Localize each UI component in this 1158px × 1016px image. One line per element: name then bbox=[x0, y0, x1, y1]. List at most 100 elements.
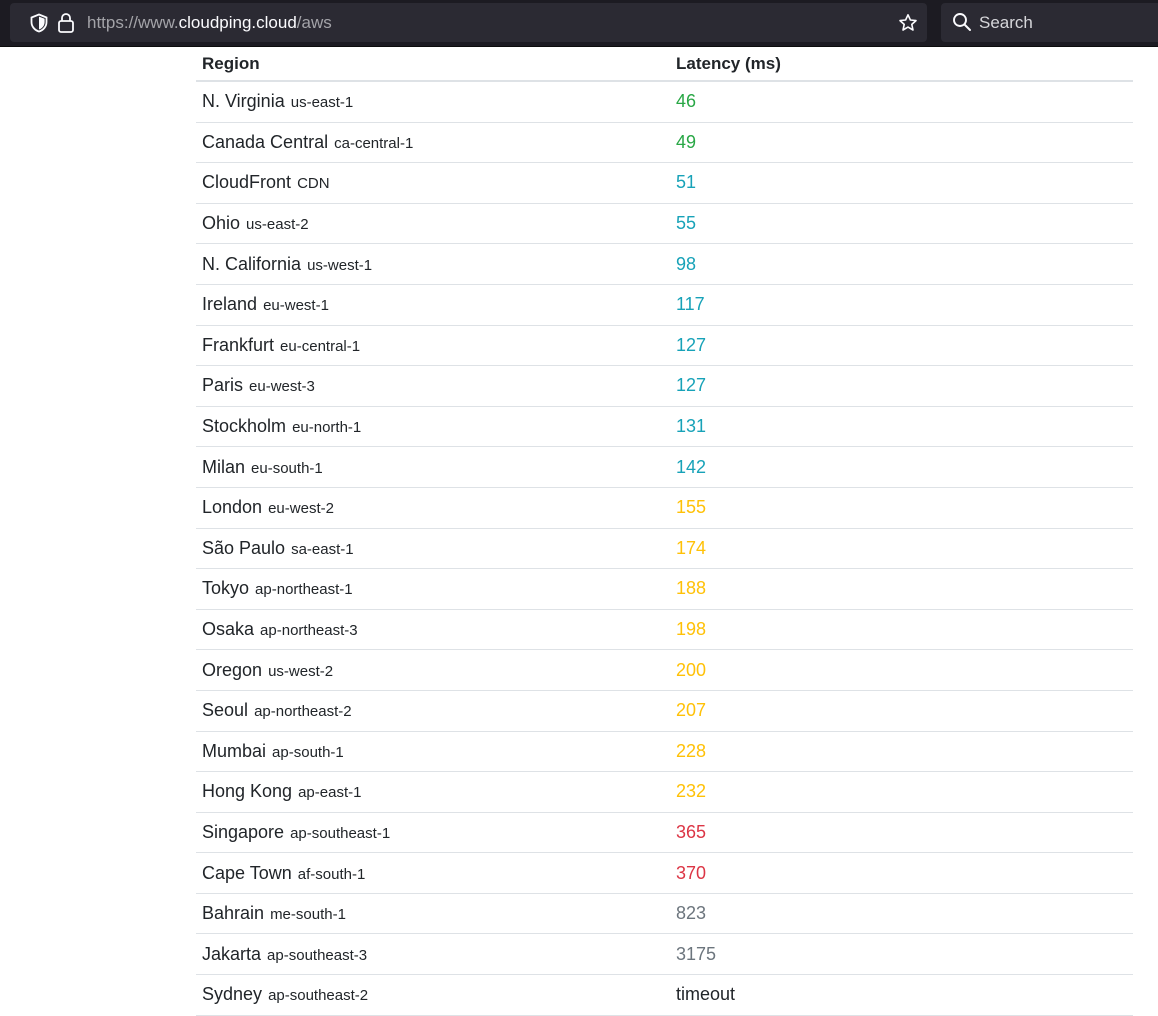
latency-value: 232 bbox=[670, 771, 1133, 813]
region-name: Oregon bbox=[202, 659, 263, 680]
region-name: Canada Central bbox=[202, 131, 329, 152]
url-text[interactable]: https://www.cloudping.cloud/aws bbox=[87, 12, 332, 34]
region-cell: CloudFront CDN bbox=[196, 162, 670, 204]
region-cell: N. Virginia us-east-1 bbox=[196, 81, 670, 123]
region-name: Sydney bbox=[202, 984, 263, 1005]
bookmark-star-icon[interactable] bbox=[898, 13, 918, 33]
region-cell: Ireland eu-west-1 bbox=[196, 284, 670, 326]
region-cell: Seoul ap-northeast-2 bbox=[196, 690, 670, 732]
region-name: Frankfurt bbox=[202, 334, 275, 355]
table-row: Paris eu-west-3 127 bbox=[196, 365, 1133, 407]
region-name: Paris bbox=[202, 375, 244, 396]
latency-value: 142 bbox=[670, 446, 1133, 488]
region-name: N. California bbox=[202, 253, 302, 274]
region-name: Tokyo bbox=[202, 578, 250, 599]
latency-value: 365 bbox=[670, 812, 1133, 854]
region-name: Singapore bbox=[202, 821, 285, 842]
latency-value: 131 bbox=[670, 406, 1133, 448]
search-placeholder[interactable]: Search bbox=[979, 13, 1033, 32]
region-code: eu-south-1 bbox=[251, 459, 323, 477]
latency-value: 51 bbox=[670, 162, 1133, 204]
shield-icon[interactable] bbox=[29, 13, 49, 33]
region-code: af-south-1 bbox=[297, 865, 366, 883]
header-latency: Latency (ms) bbox=[670, 47, 1133, 82]
region-code: CDN bbox=[297, 175, 330, 193]
browser-toolbar: https://www.cloudping.cloud/aws Search bbox=[0, 0, 1158, 47]
region-cell: Sydney ap-southeast-2 bbox=[196, 974, 670, 1016]
region-cell: Paris eu-west-3 bbox=[196, 365, 670, 407]
region-code: ap-southeast-1 bbox=[290, 824, 391, 842]
lock-icon[interactable] bbox=[56, 12, 76, 34]
latency-value: timeout bbox=[670, 974, 1133, 1016]
region-cell: Singapore ap-southeast-1 bbox=[196, 812, 670, 854]
latency-value: 228 bbox=[670, 731, 1133, 773]
region-name: Hong Kong bbox=[202, 781, 293, 802]
region-cell: Hong Kong ap-east-1 bbox=[196, 771, 670, 813]
region-cell: Cape Town af-south-1 bbox=[196, 852, 670, 894]
table-row: Jakarta ap-southeast-3 3175 bbox=[196, 933, 1133, 976]
latency-value: 174 bbox=[670, 528, 1133, 570]
address-bar[interactable]: https://www.cloudping.cloud/aws bbox=[10, 3, 927, 42]
latency-value: 370 bbox=[670, 852, 1133, 894]
region-code: ca-central-1 bbox=[334, 134, 414, 152]
region-code: ap-northeast-2 bbox=[254, 703, 352, 721]
latency-value: 188 bbox=[670, 568, 1133, 610]
region-name: Seoul bbox=[202, 700, 249, 721]
region-code: eu-north-1 bbox=[292, 419, 362, 437]
region-cell: Milan eu-south-1 bbox=[196, 446, 670, 488]
table-row: Canada Central ca-central-1 49 bbox=[196, 122, 1133, 164]
region-code: eu-west-3 bbox=[249, 378, 315, 396]
table-row: São Paulo sa-east-1 174 bbox=[196, 528, 1133, 570]
latency-value: 200 bbox=[670, 649, 1133, 691]
region-cell: Tokyo ap-northeast-1 bbox=[196, 568, 670, 610]
region-code: us-west-2 bbox=[268, 662, 334, 680]
search-bar[interactable]: Search bbox=[941, 3, 1158, 42]
latency-value: 55 bbox=[670, 203, 1133, 245]
region-code: ap-northeast-1 bbox=[255, 581, 353, 599]
region-code: eu-west-1 bbox=[263, 297, 329, 315]
latency-value: 127 bbox=[670, 325, 1133, 367]
latency-value: 46 bbox=[670, 81, 1133, 123]
region-name: London bbox=[202, 497, 263, 518]
latency-value: 49 bbox=[670, 122, 1133, 164]
region-cell: Oregon us-west-2 bbox=[196, 649, 670, 691]
region-cell: London eu-west-2 bbox=[196, 487, 670, 529]
region-name: CloudFront bbox=[202, 172, 292, 193]
table-body: N. Virginia us-east-1 46 Canada Central ca… bbox=[196, 81, 1133, 1016]
region-code: ap-east-1 bbox=[298, 784, 362, 802]
region-name: Milan bbox=[202, 456, 246, 477]
region-code: ap-southeast-3 bbox=[267, 946, 368, 964]
latency-value: 198 bbox=[670, 609, 1133, 651]
table-row: Ireland eu-west-1 117 bbox=[196, 284, 1133, 326]
region-code: us-east-1 bbox=[290, 94, 354, 112]
latency-value: 823 bbox=[670, 893, 1133, 935]
region-code: sa-east-1 bbox=[291, 540, 354, 558]
table-row: N. California us-west-1 98 bbox=[196, 243, 1133, 285]
region-name: Cape Town bbox=[202, 862, 292, 883]
latency-table: Region Latency (ms) N. Virginia us-east-… bbox=[196, 47, 1133, 1016]
table-row: London eu-west-2 155 bbox=[196, 487, 1133, 529]
latency-value: 155 bbox=[670, 487, 1133, 529]
table-row: Hong Kong ap-east-1 232 bbox=[196, 771, 1133, 813]
region-name: Ireland bbox=[202, 294, 258, 315]
page-content: Region Latency (ms) N. Virginia us-east-… bbox=[196, 47, 1133, 1016]
latency-value: 3175 bbox=[670, 933, 1133, 976]
table-row: Bahrain me-south-1 823 bbox=[196, 893, 1133, 935]
region-name: Bahrain bbox=[202, 903, 265, 924]
latency-value: 98 bbox=[670, 243, 1133, 285]
region-name: Stockholm bbox=[202, 416, 287, 437]
table-row: N. Virginia us-east-1 46 bbox=[196, 81, 1133, 123]
latency-value: 127 bbox=[670, 365, 1133, 407]
table-header-row: Region Latency (ms) bbox=[196, 47, 1133, 82]
latency-value: 117 bbox=[670, 284, 1133, 326]
region-code: us-west-1 bbox=[307, 256, 373, 274]
region-cell: São Paulo sa-east-1 bbox=[196, 528, 670, 570]
url-prefix: https://www. bbox=[87, 13, 179, 32]
region-cell: Jakarta ap-southeast-3 bbox=[196, 933, 670, 976]
table-row: Stockholm eu-north-1 131 bbox=[196, 406, 1133, 448]
region-code: ap-southeast-2 bbox=[268, 987, 369, 1005]
header-region: Region bbox=[196, 47, 670, 82]
region-name: Osaka bbox=[202, 619, 255, 640]
table-row: Osaka ap-northeast-3 198 bbox=[196, 609, 1133, 651]
region-cell: Mumbai ap-south-1 bbox=[196, 731, 670, 773]
